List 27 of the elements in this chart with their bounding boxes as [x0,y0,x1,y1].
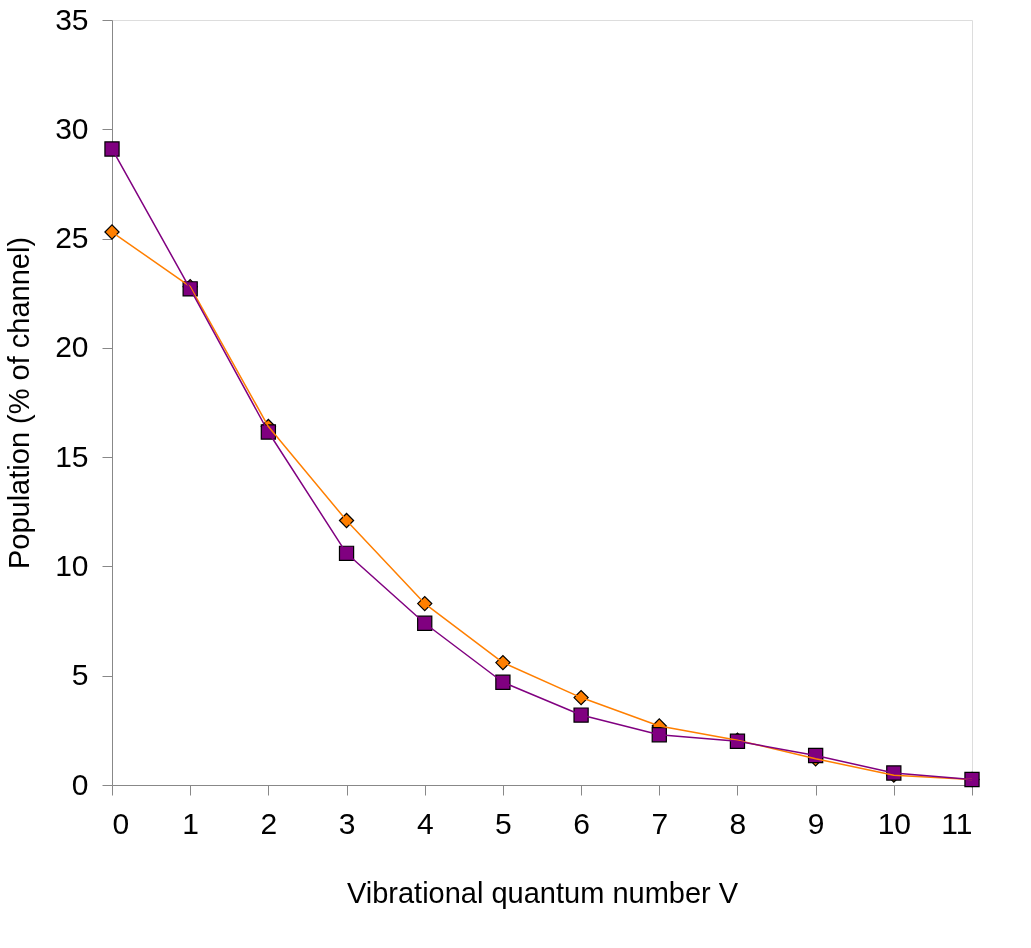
y-tick-label: 20 [55,330,89,364]
y-tick-label: 25 [55,221,89,255]
point [338,512,355,529]
x-tick-label: 11 [941,806,973,840]
x-axis-title: Vibrational quantum number V [346,876,739,909]
y-tick-label: 30 [55,111,89,145]
point [573,707,589,723]
x-tick-label: 5 [495,806,512,840]
y-tick-label: 35 [55,2,89,36]
x-tick-label: 4 [416,806,434,840]
x-tick-label: 10 [877,806,912,840]
x-tick-label: 6 [573,806,590,840]
y-axis-title: Population (% of channel) [3,236,36,570]
x-tick-label: 1 [182,806,200,840]
point [417,595,433,612]
x-tick-label: 2 [260,806,278,840]
x-tick-label: 9 [807,806,825,840]
y-tick-label: 15 [55,439,89,473]
y-tick-label: 10 [55,548,89,582]
y-tick-label: 5 [71,658,89,692]
point [104,141,120,157]
x-tick-label: 8 [729,806,747,840]
x-tick-label: 7 [651,806,669,840]
x-tick-label: 0 [112,806,130,840]
point [495,674,511,690]
y-tick-label: 0 [71,767,89,801]
x-tick-label: 3 [338,806,356,840]
